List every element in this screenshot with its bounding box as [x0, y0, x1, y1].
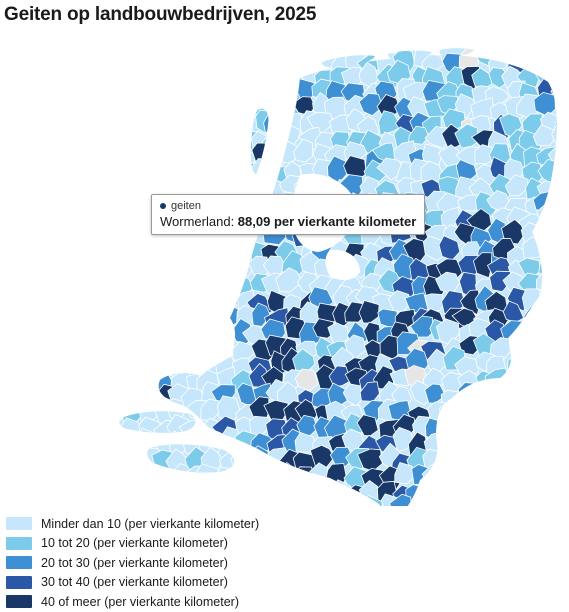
legend-swatch: [6, 517, 32, 530]
tooltip-series: geiten: [171, 200, 201, 212]
map-tooltip: geiten Wormerland: 88,09 per vierkante k…: [151, 194, 425, 235]
legend-swatch: [6, 537, 32, 550]
netherlands-map[interactable]: [0, 36, 569, 506]
legend-label: 20 tot 30 (per vierkante kilometer): [41, 556, 228, 570]
legend-label: 10 tot 20 (per vierkante kilometer): [41, 536, 228, 550]
legend-item[interactable]: 20 tot 30 (per vierkante kilometer): [6, 553, 259, 573]
legend-swatch: [6, 576, 32, 589]
legend-label: 40 of meer (per vierkante kilometer): [41, 595, 239, 609]
legend-swatch: [6, 595, 32, 608]
map-legend: Minder dan 10 (per vierkante kilometer) 1…: [6, 514, 259, 612]
tooltip-value: 88,09 per vierkante kilometer: [238, 214, 417, 229]
legend-label: Minder dan 10 (per vierkante kilometer): [41, 517, 259, 531]
legend-item[interactable]: 10 tot 20 (per vierkante kilometer): [6, 534, 259, 554]
legend-label: 30 tot 40 (per vierkante kilometer): [41, 575, 228, 589]
map-container: [0, 36, 569, 506]
tooltip-region: Wormerland: [160, 214, 231, 229]
series-dot-icon: [160, 203, 166, 209]
legend-item[interactable]: 40 of meer (per vierkante kilometer): [6, 592, 259, 612]
legend-item[interactable]: 30 tot 40 (per vierkante kilometer): [6, 573, 259, 593]
legend-swatch: [6, 556, 32, 569]
legend-item[interactable]: Minder dan 10 (per vierkante kilometer): [6, 514, 259, 534]
page-title: Geiten op landbouwbedrijven, 2025: [4, 4, 316, 26]
